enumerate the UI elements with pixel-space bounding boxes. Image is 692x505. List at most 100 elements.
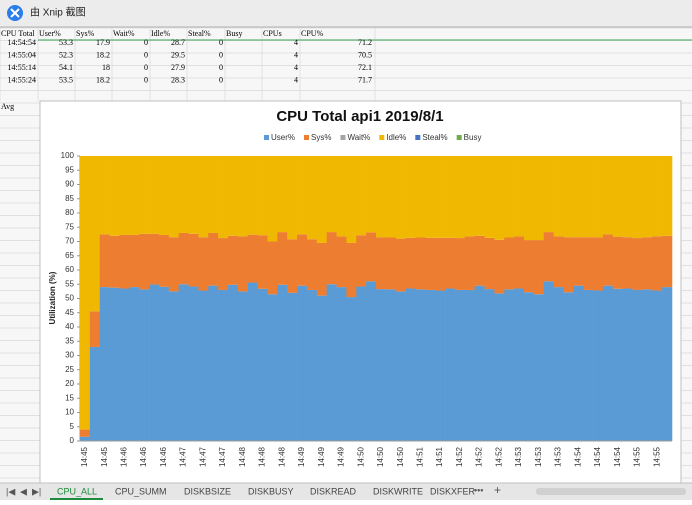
bar-segment xyxy=(326,284,337,441)
legend-label: Steal% xyxy=(422,133,447,142)
bar-segment xyxy=(533,156,545,241)
data-cell: 0 xyxy=(144,50,148,59)
bar-segment xyxy=(445,237,456,289)
sheet-tab[interactable]: DISKBUSY xyxy=(248,486,294,496)
bar-segment xyxy=(504,237,515,290)
data-cell: 70.5 xyxy=(358,50,372,59)
bar-segment xyxy=(405,288,416,441)
bar-segment xyxy=(267,156,278,242)
y-tick-label: 20 xyxy=(65,379,74,388)
sheet-tab[interactable]: DISKWRITE xyxy=(373,486,423,496)
x-tick-label: 14:55 xyxy=(652,446,661,467)
y-tick-label: 70 xyxy=(65,237,74,246)
bar-segment xyxy=(612,156,623,237)
prev-sheet-button[interactable]: ◀ xyxy=(20,486,27,496)
bar-segment xyxy=(573,237,584,286)
bar-segment xyxy=(188,286,199,441)
bar-segment xyxy=(346,156,357,243)
y-tick-label: 55 xyxy=(65,279,74,288)
bar-segment xyxy=(257,235,268,289)
bar-segment xyxy=(326,156,337,233)
x-tick-label: 14:50 xyxy=(396,446,405,467)
sheet-tab[interactable]: CPU_SUMM xyxy=(115,486,167,496)
chart: CPU Total api1 2019/8/1 User% Sys% Wait% Idl… xyxy=(48,108,673,467)
bar-segment xyxy=(602,156,614,235)
sheet-tab[interactable]: DISKXFER xyxy=(430,486,476,496)
x-tick-label: 14:54 xyxy=(573,446,582,467)
legend-swatch xyxy=(264,135,269,140)
bar-segment xyxy=(218,238,229,290)
bar-segment xyxy=(533,240,545,295)
bar-segment xyxy=(395,238,406,292)
bar-segment xyxy=(158,286,170,441)
bar-segment xyxy=(257,156,268,236)
y-tick-label: 25 xyxy=(65,365,74,374)
data-cell: 28.3 xyxy=(171,75,185,84)
bar-segment xyxy=(464,236,475,290)
x-tick-label: 14:49 xyxy=(317,446,326,467)
bar-segment xyxy=(80,429,91,437)
more-tabs[interactable]: ••• xyxy=(474,485,483,495)
bar-segment xyxy=(158,234,170,287)
bar-segment xyxy=(593,156,604,238)
x-tick-label: 14:45 xyxy=(80,446,89,467)
bar-segment xyxy=(237,156,249,237)
window-title: 由 Xnip 截图 xyxy=(30,6,86,19)
bar-segment xyxy=(464,156,475,237)
legend-label: Wait% xyxy=(347,133,370,142)
bar-segment xyxy=(228,156,239,236)
bar-segment xyxy=(385,289,397,441)
bar-segment xyxy=(543,156,554,233)
bar-segment xyxy=(504,289,515,441)
y-tick-label: 5 xyxy=(70,422,75,431)
bar-segment xyxy=(129,156,140,235)
bar-segment xyxy=(149,284,160,441)
next-sheet-button[interactable]: ▶| xyxy=(32,486,41,496)
bar-segment xyxy=(405,156,416,238)
data-cell: 0 xyxy=(144,75,148,84)
sheet-tab[interactable]: DISKREAD xyxy=(310,486,357,496)
bar-segment xyxy=(119,156,130,235)
add-sheet[interactable]: + xyxy=(494,483,501,497)
bar-segment xyxy=(139,156,150,234)
x-tick-label: 14:53 xyxy=(514,446,523,467)
legend-label: Sys% xyxy=(311,133,331,142)
bar-segment xyxy=(297,234,308,286)
x-tick-label: 14:54 xyxy=(613,446,622,467)
bar-segment xyxy=(553,236,564,288)
bar-segment xyxy=(356,286,367,441)
x-tick-label: 14:52 xyxy=(494,446,503,467)
avg-label: Avg xyxy=(1,102,14,111)
bar-segment xyxy=(267,294,278,441)
x-tick-label: 14:50 xyxy=(356,446,365,467)
sheet-tab[interactable]: DISKBSIZE xyxy=(184,486,231,496)
data-cell: 0 xyxy=(144,38,148,47)
data-cell: 28.7 xyxy=(171,38,185,47)
legend-swatch xyxy=(340,135,346,140)
bar-segment xyxy=(188,156,199,234)
bar-segment xyxy=(99,234,110,288)
y-tick-label: 40 xyxy=(65,322,74,331)
first-sheet-button[interactable]: |◀ xyxy=(6,486,15,496)
bar-segment xyxy=(346,242,357,298)
bar-segment xyxy=(149,233,160,285)
scrollbar[interactable] xyxy=(536,488,686,495)
x-tick-label: 14:53 xyxy=(554,446,563,467)
bar-segment xyxy=(119,288,130,441)
bar-segment xyxy=(494,156,505,240)
bar-segment xyxy=(622,237,633,289)
data-cell: 14:54:54 xyxy=(8,38,36,47)
bar-segment xyxy=(652,156,663,237)
bar-segment xyxy=(553,156,564,237)
sheet-tab[interactable]: CPU_ALL xyxy=(57,486,97,496)
bar-segment xyxy=(543,232,554,282)
bar-segment xyxy=(454,289,466,441)
tab-bar xyxy=(0,483,692,500)
bar-segment xyxy=(198,290,209,441)
title-bar xyxy=(0,0,692,27)
bar-segment xyxy=(514,156,525,237)
bar-segment xyxy=(89,156,101,312)
bar-segment xyxy=(287,239,298,293)
bar-segment xyxy=(612,236,623,289)
